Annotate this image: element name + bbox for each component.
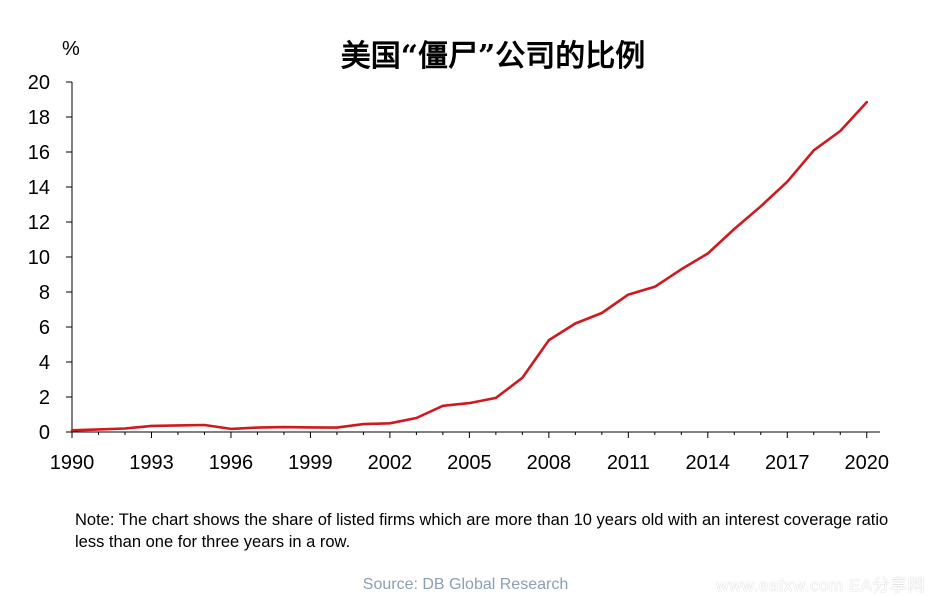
chart-note: Note: The chart shows the share of liste…: [75, 509, 895, 553]
watermark: www.eafxw.com EA分享网: [716, 571, 925, 596]
x-tick-label: 1999: [288, 452, 333, 474]
x-tick-label: 1990: [50, 452, 95, 474]
data-series: [72, 102, 867, 430]
x-tick-label: 2020: [845, 452, 890, 474]
y-tick-label: 0: [39, 422, 50, 444]
x-tick-label: 2014: [686, 452, 731, 474]
y-tick-label: 2: [39, 387, 50, 409]
x-tick-label: 2017: [765, 452, 810, 474]
x-tick-label: 2008: [527, 452, 572, 474]
x-tick-label: 2002: [368, 452, 413, 474]
line-chart: 美国“僵尸”公司的比例 % 0 2 4 6 8 10 12 14 16 18 20 1990 1993 1…: [0, 0, 931, 500]
y-tick-label: 16: [28, 142, 50, 164]
tick-labels: 0 2 4 6 8 10 12 14 16 18 20 1990 1993 1996 1999 2002 200…: [28, 72, 889, 474]
y-tick-label: 4: [39, 352, 50, 374]
axes: [66, 82, 880, 438]
x-tick-label: 1996: [209, 452, 254, 474]
y-axis-unit-label: %: [62, 38, 80, 60]
chart-title: 美国“僵尸”公司的比例: [341, 39, 646, 74]
y-tick-label: 12: [28, 212, 50, 234]
y-tick-label: 10: [28, 247, 50, 269]
x-tick-label: 2005: [447, 452, 492, 474]
x-tick-label: 1993: [129, 452, 174, 474]
y-tick-label: 14: [28, 177, 50, 199]
x-tick-label: 2011: [607, 452, 650, 474]
series-line: [72, 102, 867, 430]
y-tick-label: 20: [28, 72, 50, 94]
y-tick-label: 6: [39, 317, 50, 339]
y-tick-label: 18: [28, 107, 50, 129]
y-tick-label: 8: [39, 282, 50, 304]
